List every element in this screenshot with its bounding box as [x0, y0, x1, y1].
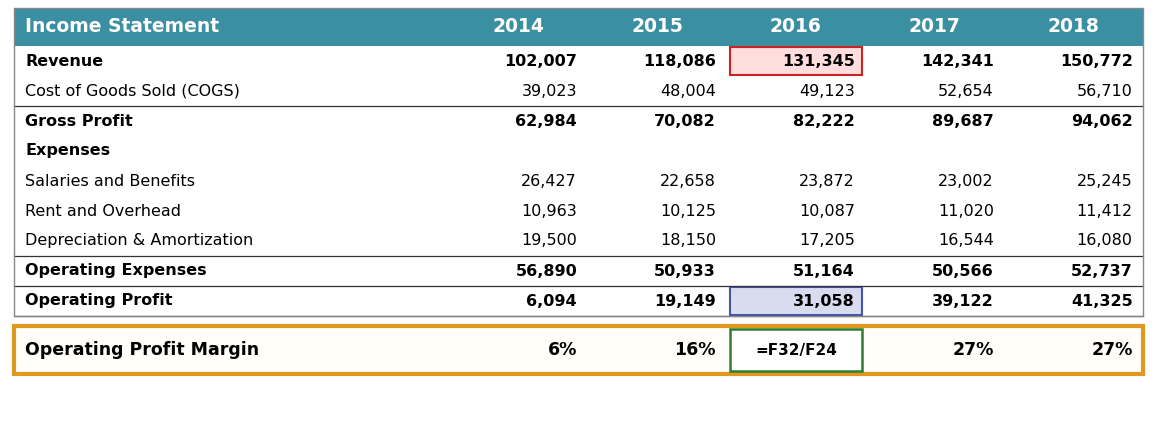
- Text: 150,772: 150,772: [1060, 53, 1133, 68]
- Bar: [730, 287, 862, 315]
- Text: 118,086: 118,086: [643, 53, 716, 68]
- Text: 89,687: 89,687: [933, 114, 994, 128]
- Text: 10,125: 10,125: [659, 203, 716, 218]
- Text: 2015: 2015: [631, 17, 683, 36]
- Text: 22,658: 22,658: [661, 174, 716, 189]
- Bar: [730, 329, 862, 371]
- Text: 2014: 2014: [492, 17, 544, 36]
- Text: 23,002: 23,002: [938, 174, 994, 189]
- Text: 2018: 2018: [1048, 17, 1099, 36]
- Text: 31,058: 31,058: [794, 293, 855, 309]
- Text: Cost of Goods Sold (COGS): Cost of Goods Sold (COGS): [25, 83, 241, 99]
- Text: Operating Profit: Operating Profit: [25, 293, 172, 309]
- Text: 27%: 27%: [952, 341, 994, 359]
- Text: 6,094: 6,094: [526, 293, 577, 309]
- Bar: [14, 256, 1143, 286]
- Text: 52,654: 52,654: [938, 83, 994, 99]
- Text: 56,710: 56,710: [1077, 83, 1133, 99]
- Text: 50,933: 50,933: [654, 263, 716, 278]
- Bar: [14, 106, 1143, 136]
- Text: Operating Profit Margin: Operating Profit Margin: [25, 341, 259, 359]
- Bar: [14, 226, 1143, 256]
- Text: 41,325: 41,325: [1071, 293, 1133, 309]
- Bar: [14, 8, 1143, 316]
- Text: 49,123: 49,123: [799, 83, 855, 99]
- Text: 10,087: 10,087: [799, 203, 855, 218]
- Text: 2017: 2017: [909, 17, 960, 36]
- Text: Income Statement: Income Statement: [25, 17, 220, 36]
- Text: 52,737: 52,737: [1071, 263, 1133, 278]
- Text: Operating Expenses: Operating Expenses: [25, 263, 207, 278]
- Text: 70,082: 70,082: [654, 114, 716, 128]
- Bar: [14, 196, 1143, 226]
- Bar: [14, 136, 1143, 166]
- Text: 23,872: 23,872: [799, 174, 855, 189]
- Text: Expenses: Expenses: [25, 143, 111, 159]
- Text: Gross Profit: Gross Profit: [25, 114, 133, 128]
- Text: 11,412: 11,412: [1076, 203, 1133, 218]
- Bar: [14, 76, 1143, 106]
- Bar: [14, 8, 1143, 46]
- Text: 2016: 2016: [769, 17, 821, 36]
- Bar: [730, 48, 862, 75]
- Text: 17,205: 17,205: [799, 234, 855, 249]
- Text: 51,164: 51,164: [794, 263, 855, 278]
- Bar: [14, 326, 1143, 374]
- Text: 6%: 6%: [547, 341, 577, 359]
- Text: 26,427: 26,427: [522, 174, 577, 189]
- Text: 18,150: 18,150: [659, 234, 716, 249]
- Text: 142,341: 142,341: [921, 53, 994, 68]
- Text: 11,020: 11,020: [938, 203, 994, 218]
- Text: 27%: 27%: [1091, 341, 1133, 359]
- Text: 39,122: 39,122: [933, 293, 994, 309]
- Text: 39,023: 39,023: [522, 83, 577, 99]
- Text: 102,007: 102,007: [504, 53, 577, 68]
- Bar: [14, 286, 1143, 316]
- Text: Depreciation & Amortization: Depreciation & Amortization: [25, 234, 253, 249]
- Text: 19,149: 19,149: [654, 293, 716, 309]
- Text: 16,544: 16,544: [938, 234, 994, 249]
- Bar: [14, 46, 1143, 76]
- Text: 25,245: 25,245: [1077, 174, 1133, 189]
- Text: =F32/F24: =F32/F24: [754, 342, 837, 357]
- Text: 82,222: 82,222: [794, 114, 855, 128]
- Text: 19,500: 19,500: [522, 234, 577, 249]
- Text: Revenue: Revenue: [25, 53, 104, 68]
- Text: 50,566: 50,566: [933, 263, 994, 278]
- Text: Rent and Overhead: Rent and Overhead: [25, 203, 182, 218]
- Text: 131,345: 131,345: [782, 53, 855, 68]
- Text: 62,984: 62,984: [515, 114, 577, 128]
- Text: 48,004: 48,004: [661, 83, 716, 99]
- Text: Salaries and Benefits: Salaries and Benefits: [25, 174, 196, 189]
- Text: 16%: 16%: [675, 341, 716, 359]
- Text: 94,062: 94,062: [1071, 114, 1133, 128]
- Text: 10,963: 10,963: [522, 203, 577, 218]
- Text: 16,080: 16,080: [1077, 234, 1133, 249]
- Text: 56,890: 56,890: [515, 263, 577, 278]
- Bar: [14, 166, 1143, 196]
